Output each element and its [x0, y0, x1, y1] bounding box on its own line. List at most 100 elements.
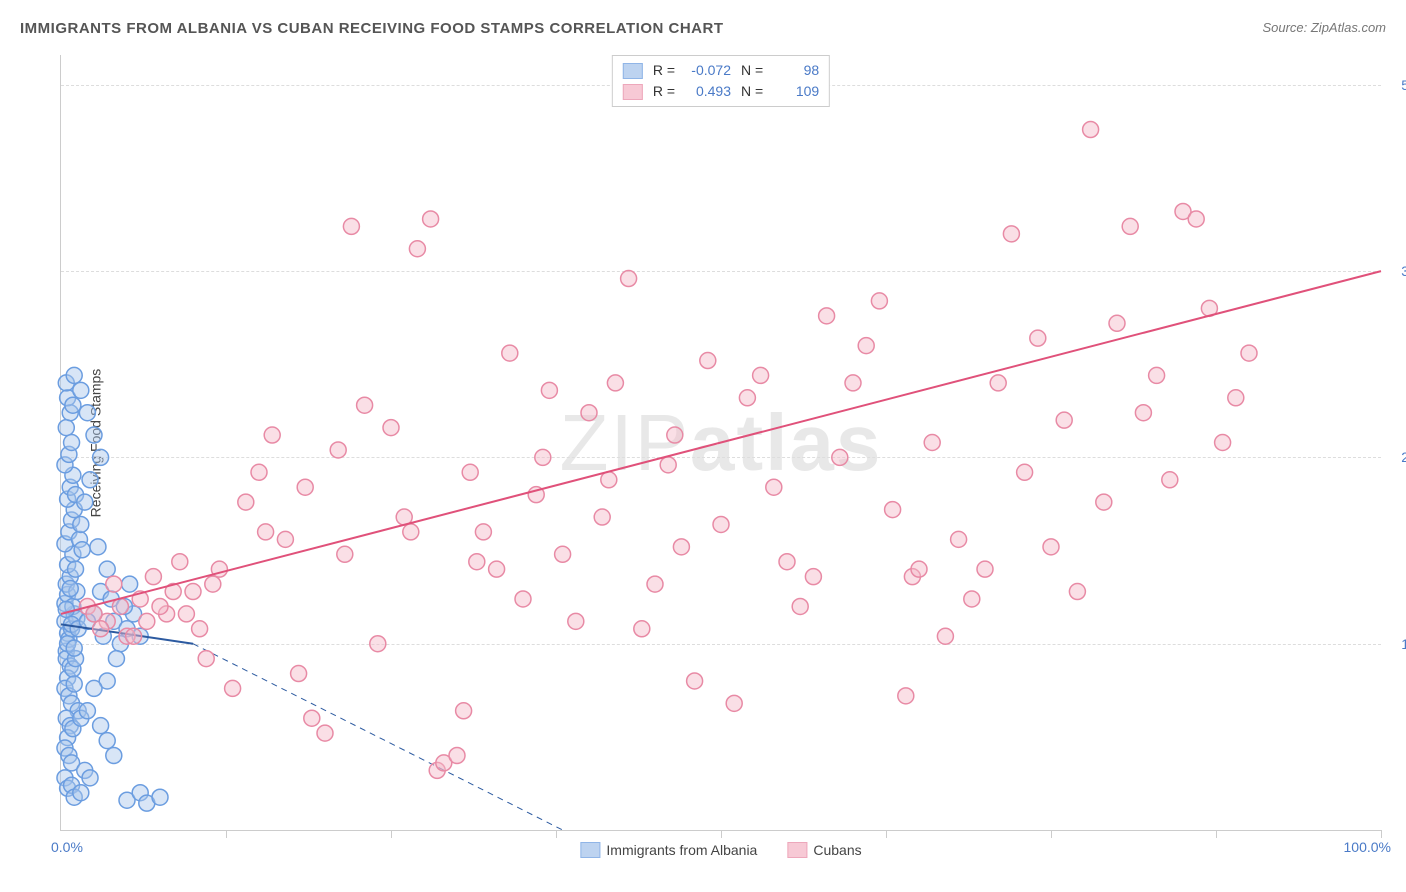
scatter-point: [74, 542, 90, 558]
scatter-point: [594, 509, 610, 525]
scatter-point: [297, 479, 313, 495]
scatter-point: [541, 382, 557, 398]
stats-row-albania: R = -0.072 N = 98: [623, 60, 819, 81]
x-tick: [1216, 830, 1217, 838]
scatter-point: [264, 427, 280, 443]
scatter-point: [291, 666, 307, 682]
scatter-point: [1056, 412, 1072, 428]
legend-item-cubans: Cubans: [787, 842, 861, 858]
scatter-point: [1003, 226, 1019, 242]
stat-n-label: N =: [741, 81, 763, 102]
scatter-point: [469, 554, 485, 570]
stat-n-label: N =: [741, 60, 763, 81]
scatter-point: [937, 628, 953, 644]
scatter-point: [568, 613, 584, 629]
scatter-point: [1162, 472, 1178, 488]
scatter-point: [93, 718, 109, 734]
scatter-point: [277, 531, 293, 547]
scatter-point: [172, 554, 188, 570]
scatter-point: [185, 584, 201, 600]
scatter-point: [330, 442, 346, 458]
plot-area: ZIPatlas Receiving Food Stamps 12.5%25.0…: [60, 55, 1381, 831]
scatter-point: [79, 703, 95, 719]
scatter-point: [667, 427, 683, 443]
stat-r-value-cubans: 0.493: [681, 81, 731, 102]
scatter-point: [65, 397, 81, 413]
legend-item-albania: Immigrants from Albania: [580, 842, 757, 858]
trend-extrapolation: [193, 644, 563, 830]
scatter-point: [152, 789, 168, 805]
scatter-point: [317, 725, 333, 741]
scatter-point: [951, 531, 967, 547]
chart-svg: [61, 55, 1381, 830]
stats-row-cubans: R = 0.493 N = 109: [623, 81, 819, 102]
scatter-point: [251, 464, 267, 480]
x-tick: [226, 830, 227, 838]
scatter-point: [832, 449, 848, 465]
scatter-point: [1228, 390, 1244, 406]
scatter-point: [581, 405, 597, 421]
scatter-point: [456, 703, 472, 719]
stat-n-value-albania: 98: [769, 60, 819, 81]
scatter-point: [1017, 464, 1033, 480]
scatter-point: [858, 338, 874, 354]
scatter-point: [357, 397, 373, 413]
legend-swatch-albania: [580, 842, 600, 858]
scatter-point: [205, 576, 221, 592]
scatter-point: [99, 561, 115, 577]
scatter-point: [192, 621, 208, 637]
trend-line: [61, 271, 1381, 614]
scatter-point: [924, 435, 940, 451]
scatter-point: [73, 516, 89, 532]
scatter-point: [977, 561, 993, 577]
scatter-point: [1215, 435, 1231, 451]
scatter-point: [106, 747, 122, 763]
scatter-point: [739, 390, 755, 406]
scatter-point: [93, 449, 109, 465]
scatter-point: [555, 546, 571, 562]
scatter-point: [66, 676, 82, 692]
x-tick: [886, 830, 887, 838]
x-tick: [391, 830, 392, 838]
scatter-point: [601, 472, 617, 488]
x-tick: [1051, 830, 1052, 838]
y-tick-label: 50.0%: [1386, 77, 1406, 93]
scatter-point: [700, 353, 716, 369]
scatter-point: [1188, 211, 1204, 227]
scatter-point: [122, 576, 138, 592]
scatter-point: [82, 472, 98, 488]
swatch-albania: [623, 63, 643, 79]
scatter-point: [383, 420, 399, 436]
stat-n-value-cubans: 109: [769, 81, 819, 102]
scatter-point: [1030, 330, 1046, 346]
scatter-point: [475, 524, 491, 540]
swatch-cubans: [623, 84, 643, 100]
scatter-point: [79, 405, 95, 421]
scatter-point: [898, 688, 914, 704]
scatter-point: [82, 770, 98, 786]
scatter-point: [990, 375, 1006, 391]
scatter-point: [1149, 367, 1165, 383]
scatter-point: [535, 449, 551, 465]
stat-r-label: R =: [653, 81, 675, 102]
scatter-point: [1096, 494, 1112, 510]
scatter-point: [152, 598, 168, 614]
scatter-point: [1241, 345, 1257, 361]
y-tick-label: 12.5%: [1386, 636, 1406, 652]
source-attribution: Source: ZipAtlas.com: [1262, 20, 1386, 35]
scatter-point: [64, 435, 80, 451]
scatter-point: [370, 636, 386, 652]
scatter-point: [178, 606, 194, 622]
scatter-point: [779, 554, 795, 570]
scatter-point: [660, 457, 676, 473]
scatter-point: [86, 427, 102, 443]
scatter-point: [343, 218, 359, 234]
scatter-point: [108, 651, 124, 667]
scatter-point: [1083, 122, 1099, 138]
scatter-point: [139, 613, 155, 629]
scatter-point: [805, 569, 821, 585]
scatter-point: [68, 561, 84, 577]
scatter-point: [106, 576, 122, 592]
scatter-point: [1109, 315, 1125, 331]
scatter-point: [713, 516, 729, 532]
